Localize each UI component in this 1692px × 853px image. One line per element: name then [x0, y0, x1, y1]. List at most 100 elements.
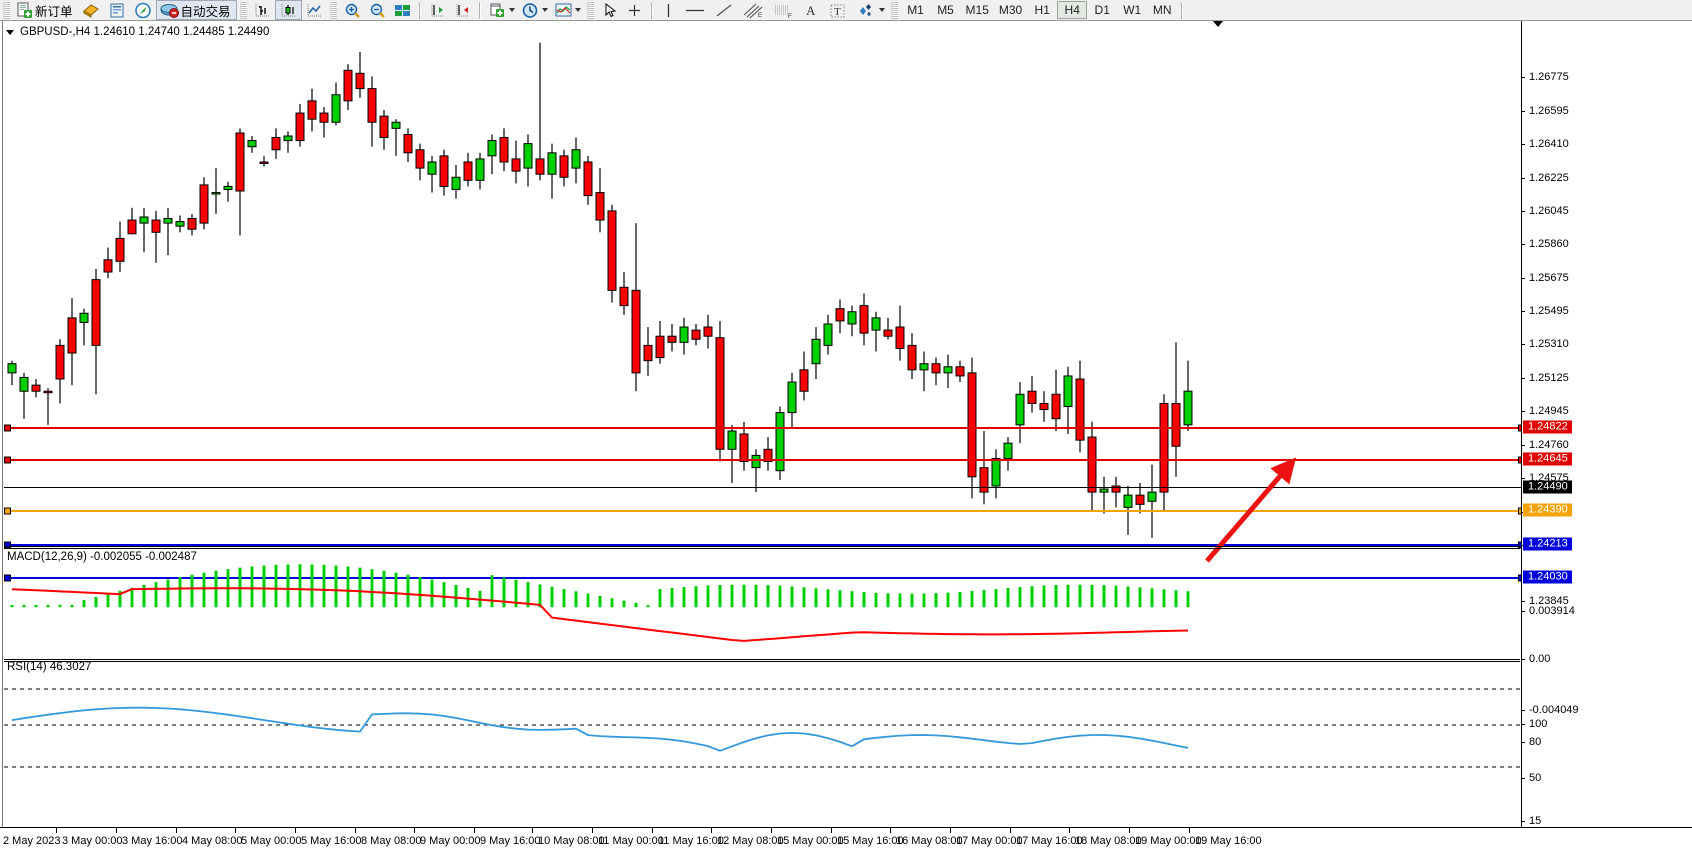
bar-chart-button[interactable] [250, 0, 275, 20]
level-line-support-2[interactable] [4, 577, 1521, 579]
crosshair-tool-button[interactable] [622, 0, 647, 20]
line-chart-button[interactable] [302, 0, 327, 20]
period-button[interactable] [518, 0, 551, 20]
price-axis-label: 1.24945 [1529, 405, 1569, 417]
price-chart-pane[interactable] [4, 21, 1521, 548]
cursor-tool-button[interactable] [597, 0, 622, 20]
time-axis-separator [414, 828, 415, 833]
time-axis[interactable]: 2 May 2023 3 May 00:00 3 May 16:00 4 May 08… [0, 827, 1692, 853]
templates-button[interactable] [485, 0, 518, 20]
candle-body-up [175, 221, 185, 227]
time-axis-separator [532, 828, 533, 833]
price-tag-1-24490[interactable]: 1.24490 [1523, 480, 1572, 494]
price-axis-label: 1.26045 [1529, 205, 1569, 217]
horizontal-line-button[interactable] [680, 0, 710, 20]
toolbar-separator-4 [1181, 1, 1184, 19]
time-axis-separator [771, 828, 772, 833]
price-axis-tick [1521, 411, 1525, 412]
candle-body-up [943, 366, 953, 374]
level-handle-left-support-2[interactable] [4, 574, 11, 582]
data-window-button[interactable] [104, 0, 130, 20]
timeframe-m15[interactable]: M15 [965, 3, 989, 17]
chart-shift-marker-icon [431, 3, 444, 16]
text-icon: A [806, 3, 816, 18]
expert-advisors-button[interactable] [78, 0, 104, 20]
candle-body-up [823, 323, 833, 346]
level-handle-left-resistance-1[interactable] [4, 424, 11, 432]
candle-body-up [787, 381, 797, 414]
toolbar-grip-5[interactable] [890, 1, 898, 19]
toolbar-separator-1 [418, 1, 421, 19]
fibonacci-button[interactable]: F [768, 0, 798, 20]
text-button[interactable]: A [798, 0, 824, 20]
toolbar-grip-3[interactable] [329, 1, 337, 19]
price-tag-1-24822[interactable]: 1.24822 [1523, 420, 1572, 434]
toolbar-grip-4[interactable] [586, 1, 594, 19]
toolbar-grip[interactable] [3, 1, 10, 19]
candle-body-down [895, 326, 905, 349]
price-axis-label: 1.26410 [1529, 138, 1569, 150]
chart-shift-button[interactable] [390, 0, 415, 20]
collapse-chevron-icon[interactable] [6, 29, 14, 35]
candle-body-down [835, 308, 845, 322]
symbol-header[interactable]: GBPUSD-,H4 1.24610 1.24740 1.24485 1.244… [6, 26, 269, 38]
vertical-line-button[interactable] [657, 0, 680, 20]
bullish-arrow-annotation[interactable] [1195, 456, 1305, 566]
candlestick-chart-button[interactable] [274, 0, 302, 20]
candle-body-down [379, 115, 389, 139]
level-handle-left-resistance-2[interactable] [4, 456, 11, 464]
timeframe-m5[interactable]: M5 [937, 3, 954, 17]
auto-trading-button[interactable]: 自动交易 [155, 0, 237, 20]
templates-chevron-down-icon[interactable] [508, 8, 515, 12]
level-line-resistance-1[interactable] [4, 427, 1521, 429]
timeframe-d1[interactable]: D1 [1094, 3, 1110, 17]
macd-pane[interactable] [4, 549, 1521, 659]
price-pane-bottom-border [4, 546, 1520, 547]
time-axis-separator [652, 828, 653, 833]
rsi-pane[interactable] [4, 662, 1521, 826]
pane-collapse-chevron-icon[interactable] [1213, 21, 1223, 27]
zoom-out-button[interactable] [365, 0, 390, 20]
timeframe-m30[interactable]: M30 [998, 3, 1023, 17]
level-handle-left-entry-level[interactable] [4, 507, 11, 515]
main-toolbar: 新订单 自动交易 [0, 0, 1692, 21]
rsi-axis-tick [1521, 821, 1525, 822]
trendline-button[interactable] [710, 0, 738, 20]
timeframe-m1[interactable]: M1 [907, 3, 924, 17]
level-line-support-1[interactable] [4, 544, 1521, 546]
level-line-current-price[interactable] [4, 487, 1521, 488]
text-label-button[interactable]: T [824, 0, 852, 20]
chart-window[interactable]: GBPUSD-,H4 1.24610 1.24740 1.24485 1.244… [0, 21, 1692, 853]
candle-body-up [1015, 393, 1025, 426]
equidistant-channel-button[interactable]: E [738, 0, 768, 20]
navigator-button[interactable] [130, 0, 156, 20]
zoom-in-button[interactable] [340, 0, 365, 20]
shapes-chevron-down-icon[interactable] [878, 8, 885, 12]
macd-histogram [10, 564, 1190, 608]
candle-body-up [523, 143, 533, 169]
level-line-resistance-2[interactable] [4, 459, 1521, 461]
price-axis[interactable]: 1.26775 1.26595 1.26410 1.26225 1.26045 1.258… [1521, 21, 1692, 853]
price-tag-1-24645[interactable]: 1.24645 [1523, 452, 1572, 466]
price-tag-1-24213[interactable]: 1.24213 [1523, 537, 1572, 551]
level-line-entry-level[interactable] [4, 510, 1521, 512]
price-tag-1-24390[interactable]: 1.24390 [1523, 503, 1572, 517]
chart-shift-toggle-button[interactable] [425, 0, 450, 20]
shapes-button[interactable] [852, 0, 888, 20]
shapes-icon [859, 3, 871, 16]
candle-body-down [415, 149, 425, 169]
toolbar-grip-2[interactable] [239, 1, 247, 19]
timeframe-h4[interactable]: H4 [1057, 1, 1088, 19]
price-tag-1-24030[interactable]: 1.24030 [1523, 570, 1572, 584]
timeframe-mn[interactable]: MN [1152, 3, 1172, 17]
timeframe-w1[interactable]: W1 [1123, 3, 1142, 17]
candle-body-up [283, 135, 293, 142]
auto-trading-icon [160, 3, 179, 18]
timeframe-h1[interactable]: H1 [1034, 3, 1050, 17]
period-chevron-down-icon[interactable] [541, 8, 548, 12]
auto-scroll-button[interactable] [450, 0, 475, 20]
indicators-chevron-down-icon[interactable] [574, 8, 581, 12]
candle-body-down [715, 337, 725, 450]
new-order-button[interactable]: 新订单 [13, 0, 78, 20]
indicators-button[interactable] [551, 0, 584, 20]
